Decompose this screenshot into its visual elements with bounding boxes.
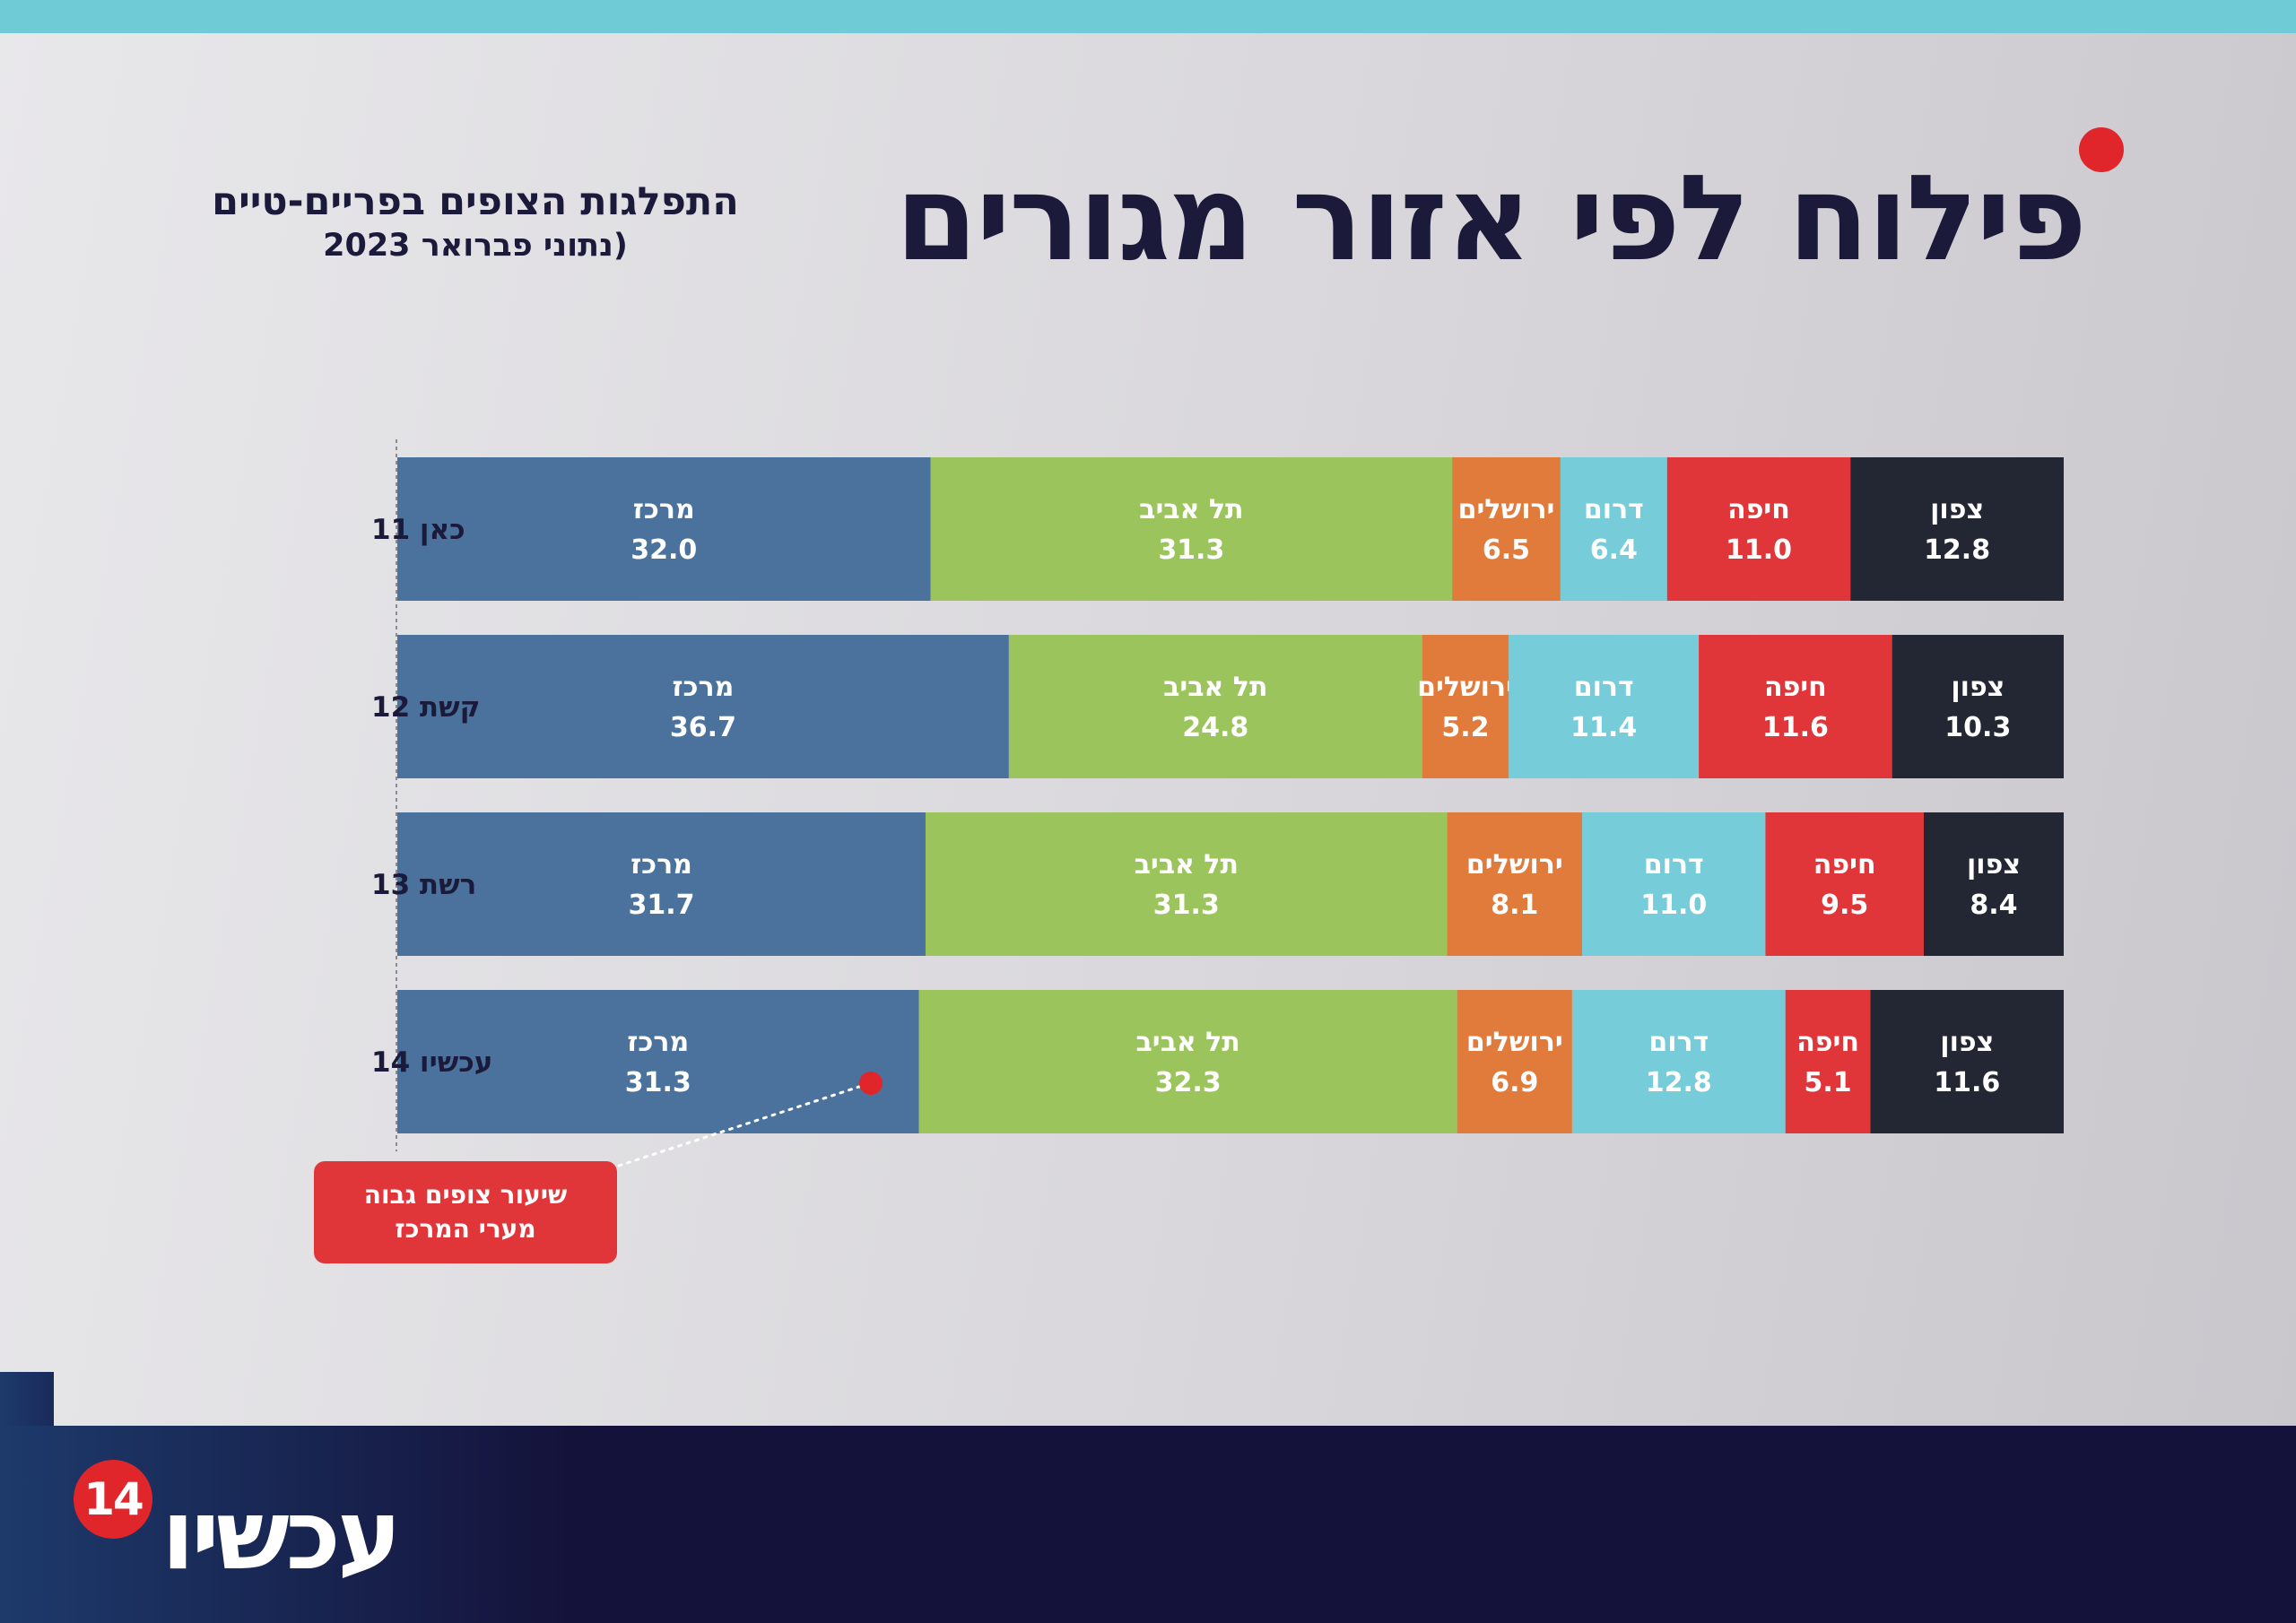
bar-segment — [925, 812, 1448, 956]
bar-segment — [1571, 990, 1786, 1133]
segment-value-label: 12.8 — [1646, 1067, 1712, 1098]
segment-value-label: 6.9 — [1491, 1067, 1538, 1098]
category-label: קשת 12 — [371, 691, 480, 724]
segment-value-label: 6.5 — [1483, 534, 1530, 566]
segment-value-label: 36.7 — [670, 712, 736, 743]
segment-name-label: חיפה — [1727, 494, 1790, 525]
segment-name-label: צפון — [1951, 672, 2005, 703]
top-accent-bar — [0, 0, 2296, 33]
segment-value-label: 31.3 — [625, 1067, 691, 1098]
segment-value-label: 31.7 — [628, 890, 694, 921]
segment-name-label: מרכז — [631, 849, 692, 881]
bar-segment — [1422, 635, 1509, 778]
segment-name-label: צפון — [1930, 494, 1984, 525]
segment-name-label: צפון — [1940, 1027, 1994, 1058]
segment-name-label: חיפה — [1796, 1027, 1859, 1058]
callout-line1: שיעור צופים גבוה — [363, 1180, 568, 1211]
segment-name-label: תל אביב — [1139, 494, 1243, 525]
bar-segment — [918, 990, 1457, 1133]
bar-segment — [1452, 457, 1561, 601]
channel-logo: עכשיו — [161, 1480, 402, 1592]
bar-segment — [1850, 457, 2064, 601]
bar-segment — [1582, 812, 1766, 956]
bar-segment — [1923, 812, 2064, 956]
segment-value-label: 8.1 — [1491, 890, 1538, 921]
footer-bar — [0, 1426, 2296, 1623]
category-label: עכשיו 14 — [371, 1046, 492, 1079]
segment-value-label: 6.4 — [1590, 534, 1638, 566]
bar-segment — [1008, 635, 1422, 778]
bar-segment — [930, 457, 1453, 601]
segment-name-label: ירושלים — [1417, 672, 1514, 703]
segment-value-label: 12.8 — [1924, 534, 1990, 566]
segment-name-label: דרום — [1584, 494, 1644, 525]
category-label: רשת 13 — [371, 869, 476, 901]
segment-name-label: חיפה — [1764, 672, 1827, 703]
subtitle-line2: (נתוני פברואר 2023 — [323, 228, 628, 264]
title-dot-icon — [2079, 127, 2124, 172]
segment-name-label: תל אביב — [1135, 849, 1239, 881]
segment-name-label: דרום — [1648, 1027, 1709, 1058]
segment-name-label: ירושלים — [1466, 1027, 1563, 1058]
segment-name-label: תל אביב — [1135, 1027, 1239, 1058]
segment-value-label: 24.8 — [1182, 712, 1248, 743]
bar-segment — [1870, 990, 2064, 1133]
bar-segment — [1457, 990, 1572, 1133]
bar-segment — [397, 990, 919, 1133]
segment-name-label: תל אביב — [1163, 672, 1267, 703]
stacked-bar-chart: מרכז 32.0 תל אביב 31.3 ירושלים 6.5 דרום 6.4 חיפה… — [371, 439, 2064, 1151]
segment-name-label: ירושלים — [1466, 849, 1563, 881]
segment-name-label: חיפה — [1813, 849, 1876, 881]
bar-segment — [1509, 635, 1700, 778]
page-title: פילוח לפי אזור מגורים — [895, 150, 2087, 288]
bar-segment — [1765, 812, 1924, 956]
chart-subtitle: התפלגות הצופים בפריים-טיים (נתוני פברואר… — [179, 179, 771, 264]
segment-name-label: מרכז — [673, 672, 735, 703]
segment-name-label: דרום — [1644, 849, 1704, 881]
subtitle-line1: התפלגות הצופים בפריים-טיים — [212, 179, 739, 224]
bar-segment — [1892, 635, 2064, 778]
bar-segment — [1447, 812, 1583, 956]
callout-line2: מערי המרכז — [395, 1214, 536, 1244]
bar-segment — [397, 635, 1009, 778]
segment-value-label: 9.5 — [1821, 890, 1868, 921]
segment-value-label: 11.6 — [1934, 1067, 2000, 1098]
logo-badge: 14 — [74, 1460, 152, 1539]
bar-segment — [1785, 990, 1871, 1133]
segment-value-label: 11.0 — [1640, 890, 1707, 921]
bar-segment — [1666, 457, 1851, 601]
segment-value-label: 8.4 — [1970, 890, 2017, 921]
footer-corner — [0, 1372, 54, 1426]
segment-name-label: מרכז — [633, 494, 695, 525]
segment-name-label: צפון — [1967, 849, 2021, 881]
category-label: כאן 11 — [371, 514, 465, 546]
segment-value-label: 11.0 — [1726, 534, 1792, 566]
segment-value-label: 32.3 — [1155, 1067, 1222, 1098]
bar-segment — [1699, 635, 1892, 778]
segment-value-label: 32.0 — [631, 534, 697, 566]
segment-value-label: 5.1 — [1805, 1067, 1852, 1098]
segment-value-label: 5.2 — [1441, 712, 1489, 743]
bar-segment — [397, 812, 926, 956]
callout-box: שיעור צופים גבוה מערי המרכז — [314, 1161, 617, 1263]
segment-value-label: 31.3 — [1153, 890, 1220, 921]
segment-value-label: 11.6 — [1762, 712, 1829, 743]
segment-value-label: 31.3 — [1158, 534, 1224, 566]
bar-segment — [1560, 457, 1667, 601]
segment-name-label: מרכז — [627, 1027, 689, 1058]
bar-segment — [397, 457, 931, 601]
segment-name-label: ירושלים — [1458, 494, 1555, 525]
segment-value-label: 10.3 — [1944, 712, 2011, 743]
segment-value-label: 11.4 — [1570, 712, 1637, 743]
callout-dot-icon — [859, 1072, 883, 1095]
segment-name-label: דרום — [1574, 672, 1634, 703]
